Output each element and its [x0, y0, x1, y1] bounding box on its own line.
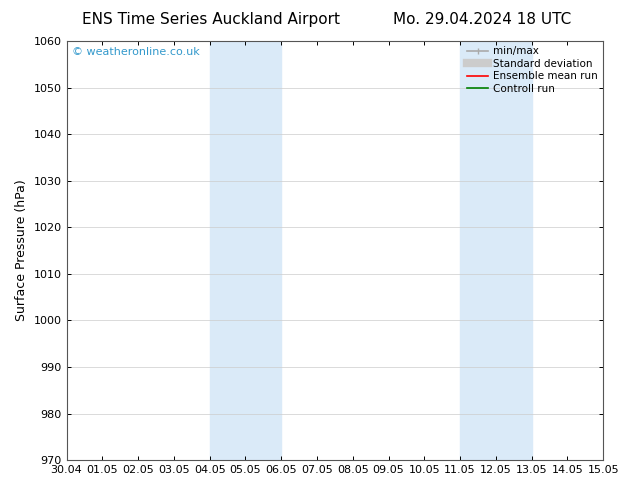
Text: ENS Time Series Auckland Airport: ENS Time Series Auckland Airport [82, 12, 340, 27]
Text: © weatheronline.co.uk: © weatheronline.co.uk [72, 48, 200, 57]
Bar [460, 41, 532, 460]
Legend: min/max, Standard deviation, Ensemble mean run, Controll run: min/max, Standard deviation, Ensemble me… [464, 43, 601, 97]
Text: Mo. 29.04.2024 18 UTC: Mo. 29.04.2024 18 UTC [393, 12, 571, 27]
Bar [210, 41, 281, 460]
Y-axis label: Surface Pressure (hPa): Surface Pressure (hPa) [15, 180, 28, 321]
